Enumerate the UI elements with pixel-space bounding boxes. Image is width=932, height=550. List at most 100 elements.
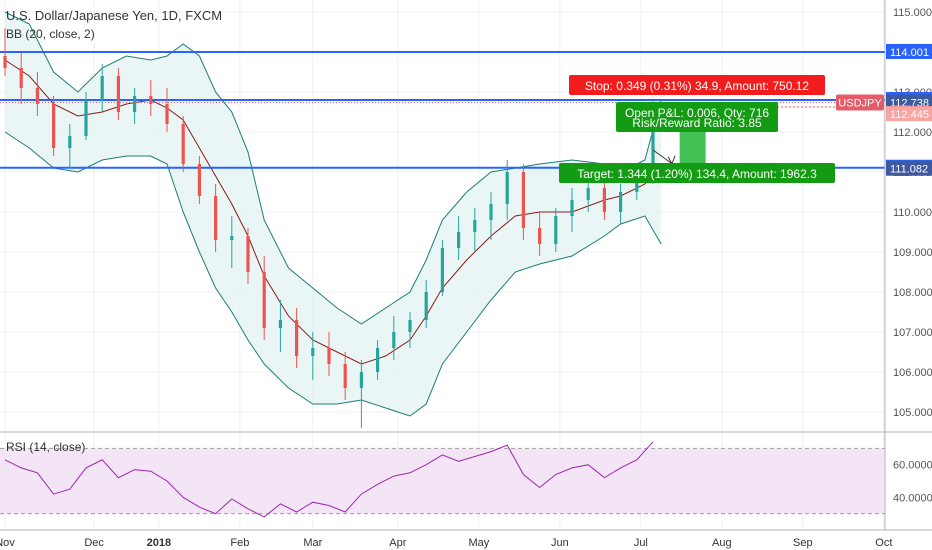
candle bbox=[133, 88, 137, 124]
candle-body bbox=[635, 176, 639, 192]
candle bbox=[68, 124, 72, 168]
candle-body bbox=[133, 96, 137, 112]
price-label-box bbox=[886, 43, 932, 59]
rsi-indicator-label[interactable]: RSI (14, close) bbox=[6, 440, 85, 454]
time-tick-label: Feb bbox=[230, 537, 249, 549]
candle bbox=[311, 332, 315, 380]
candle bbox=[19, 52, 23, 104]
candle-body bbox=[473, 220, 477, 232]
price-label: 111.082 bbox=[886, 160, 932, 176]
rsi-line bbox=[4, 441, 654, 518]
candle-body bbox=[52, 104, 56, 148]
price-label-text: 114.001 bbox=[890, 47, 929, 59]
candle-body bbox=[538, 228, 542, 244]
price-tick-label: 109.0000 bbox=[893, 247, 932, 259]
candle-body bbox=[246, 236, 250, 272]
price-label-text: 112.445 bbox=[890, 109, 929, 121]
candle bbox=[165, 88, 169, 132]
candles bbox=[3, 28, 655, 428]
candle-body bbox=[68, 136, 72, 148]
candle bbox=[440, 240, 444, 296]
candle-body bbox=[214, 196, 218, 240]
candle-body bbox=[570, 200, 574, 216]
candle-body bbox=[311, 348, 315, 356]
candle bbox=[538, 212, 542, 256]
price-label-box bbox=[886, 106, 932, 122]
bb-fill bbox=[5, 12, 662, 416]
chart-title: U.S. Dollar/Japanese Yen, 1D, FXCM bbox=[6, 8, 222, 23]
price-tick-label: 105.0000 bbox=[893, 407, 932, 419]
price-label-text: 111.082 bbox=[890, 164, 928, 176]
position-tool[interactable]: Stop: 0.349 (0.31%) 34.9, Amount: 750.12… bbox=[559, 75, 885, 183]
candle-body bbox=[408, 320, 412, 332]
candle bbox=[181, 116, 185, 172]
candle bbox=[52, 96, 56, 156]
candle bbox=[521, 164, 525, 240]
candle-body bbox=[165, 104, 169, 124]
time-tick-label: Aug bbox=[712, 537, 732, 549]
bb-indicator-label[interactable]: BB (20, close, 2) bbox=[6, 27, 95, 41]
time-tick-label: Nov bbox=[0, 537, 15, 549]
price-label: 114.001 bbox=[886, 43, 932, 59]
candle bbox=[343, 352, 347, 400]
price-label: 112.445 bbox=[886, 106, 932, 122]
candle-body bbox=[619, 192, 623, 212]
candle bbox=[376, 340, 380, 380]
candle bbox=[359, 360, 363, 428]
price-tick-label: 110.0000 bbox=[893, 207, 932, 219]
symbol-tag-text: USDJPY bbox=[838, 97, 882, 109]
candle bbox=[100, 64, 104, 112]
price-tick-label: 115.0000 bbox=[893, 7, 932, 19]
time-tick-label: May bbox=[468, 537, 489, 549]
candle-body bbox=[19, 68, 23, 88]
risk-reward-label: Risk/Reward Ratio: 3.85 bbox=[632, 116, 762, 130]
candle bbox=[214, 184, 218, 252]
rsi-axis-ticks: 60.0000 40.0000 bbox=[893, 460, 932, 505]
price-tick-label: 108.0000 bbox=[893, 287, 932, 299]
time-tick-label: Dec bbox=[84, 537, 104, 549]
price-axis[interactable]: 115.0000114.0000113.0000112.0000111.0000… bbox=[884, 0, 932, 432]
candle-body bbox=[100, 76, 104, 100]
time-axis[interactable]: Nov Dec 2018 Feb Mar Apr May Jun Jul Aug Sep Oct bbox=[0, 537, 892, 549]
time-tick-label: 2018 bbox=[147, 537, 171, 549]
candle-body bbox=[343, 364, 347, 388]
candle bbox=[197, 156, 201, 204]
candle bbox=[262, 256, 266, 340]
time-tick-label: Oct bbox=[875, 537, 892, 549]
trade-arrow bbox=[652, 149, 673, 165]
candle-body bbox=[262, 272, 266, 328]
pnl-label: Open P&L: 0.006, Qty: 716 bbox=[625, 106, 769, 120]
candle bbox=[278, 300, 282, 352]
time-tick-label: Jul bbox=[634, 537, 648, 549]
candle-body bbox=[440, 248, 444, 292]
candle-body bbox=[521, 172, 525, 228]
candle bbox=[295, 308, 299, 368]
candle bbox=[149, 80, 153, 116]
candle-body bbox=[230, 236, 234, 240]
candle bbox=[246, 228, 250, 284]
candle bbox=[424, 280, 428, 328]
candle bbox=[392, 316, 396, 360]
candle-body bbox=[116, 76, 120, 112]
candle-body bbox=[181, 124, 185, 164]
candle-body bbox=[505, 172, 509, 204]
candle-body bbox=[84, 100, 88, 136]
price-label-box bbox=[886, 160, 932, 176]
candle-body bbox=[586, 188, 590, 200]
rsi-pane: 60.0000 40.0000 RSI (14, close) bbox=[0, 432, 932, 530]
price-tick-label: 112.0000 bbox=[893, 127, 932, 139]
candle-body bbox=[424, 292, 428, 320]
candle-body bbox=[602, 188, 606, 212]
candle bbox=[35, 72, 39, 116]
stop-label-box[interactable] bbox=[569, 75, 825, 95]
candle bbox=[619, 184, 623, 224]
target-label-box[interactable] bbox=[559, 163, 835, 183]
symbol-tag[interactable]: USDJPY bbox=[836, 94, 884, 111]
price-label-box bbox=[886, 94, 932, 110]
candle bbox=[473, 208, 477, 252]
candle-body bbox=[359, 372, 363, 388]
candle bbox=[230, 216, 234, 268]
rsi-tick-label: 60.0000 bbox=[893, 460, 932, 472]
pnl-label-box[interactable] bbox=[616, 102, 778, 132]
